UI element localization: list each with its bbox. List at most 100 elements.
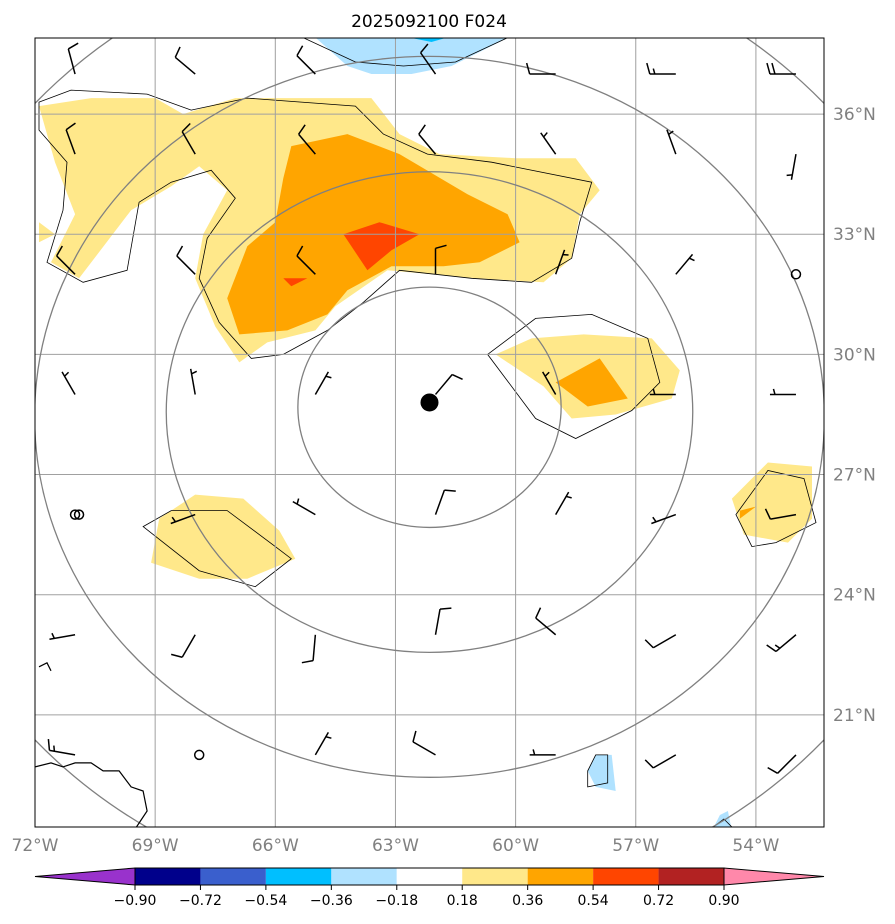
wind-barb — [644, 754, 677, 769]
wind-barb — [675, 253, 695, 275]
map-area — [35, 38, 824, 827]
barb-feather — [766, 644, 777, 653]
y-tick-label: 21°N — [833, 706, 876, 726]
barb-half-feather — [296, 498, 300, 505]
barb-half-feather — [544, 371, 550, 377]
barb-shaft — [314, 371, 330, 395]
wind-barb — [649, 388, 676, 396]
barb-half-feather — [652, 68, 656, 75]
barb-feather — [418, 124, 426, 135]
wind-barb — [554, 249, 569, 275]
wind-barb — [61, 371, 76, 395]
wind-barb — [174, 46, 196, 75]
contour-line — [38, 89, 593, 359]
barb-shaft — [298, 133, 316, 155]
wind-barb — [540, 132, 557, 155]
shaded-region — [411, 38, 446, 42]
barb-half-feather — [565, 495, 572, 499]
barb-shaft — [181, 634, 196, 658]
shaded-region — [151, 494, 296, 579]
wind-barb — [189, 368, 198, 395]
barb-shaft — [49, 749, 76, 756]
calm-circle — [790, 269, 802, 280]
barb-feather — [301, 659, 314, 664]
barb-half-feather — [652, 516, 657, 523]
shaded-region — [587, 754, 616, 791]
axes: 72°W 69°W 66°W 63°W 60°W 57°W 54°W 36°N 33°N 30°N… — [12, 105, 876, 856]
range-ring — [297, 286, 562, 529]
barb-feather — [525, 62, 531, 75]
shaded-region — [315, 38, 508, 74]
barb-feather — [56, 245, 63, 257]
x-tick-label: 69°W — [132, 836, 179, 856]
barb-half-feather — [652, 388, 656, 395]
barb-half-feather — [786, 174, 793, 177]
wind-barb — [170, 513, 196, 525]
calm-circle — [69, 509, 81, 520]
coastline — [38, 661, 52, 672]
wind-barb — [301, 634, 317, 664]
wind-barb — [767, 754, 797, 774]
barb-shaft — [419, 52, 437, 75]
barb-half-feather — [171, 516, 177, 523]
x-tick-label: 60°W — [492, 836, 539, 856]
barb-shaft — [56, 255, 76, 275]
barb-shaft — [312, 634, 317, 661]
wind-barb — [535, 607, 557, 636]
wind-barb — [644, 634, 677, 649]
barb-shaft — [555, 491, 570, 515]
colorbar-tick-label: 0.90 — [708, 893, 739, 909]
y-tick-label: 30°N — [833, 345, 876, 365]
wind-barb — [418, 124, 437, 155]
barb-shaft — [652, 754, 677, 769]
barb-shaft — [675, 253, 694, 275]
barb-feather — [644, 759, 654, 769]
barb-half-feather — [191, 370, 198, 375]
barb-half-feather — [688, 257, 695, 262]
wind-barb — [766, 634, 797, 653]
map-frame — [34, 37, 825, 828]
wind-barb — [525, 62, 556, 75]
barb-feather — [181, 123, 191, 133]
barb-shaft — [67, 48, 76, 75]
colorbar-segment — [200, 868, 266, 885]
barb-feather — [296, 245, 304, 257]
wind-barb — [434, 489, 456, 515]
barb-feather — [176, 245, 184, 257]
shaded-region — [739, 506, 756, 519]
colorbar-frame — [134, 867, 725, 886]
barb-feather — [435, 244, 447, 250]
barb-shaft — [790, 154, 797, 180]
y-tick-label: 33°N — [833, 225, 876, 245]
barb-feather — [170, 653, 183, 658]
wind-barb — [170, 634, 196, 658]
y-tick-label: 24°N — [833, 586, 876, 606]
barb-feather — [535, 607, 542, 619]
barb-feather — [439, 607, 452, 610]
barb-half-feather — [774, 644, 781, 649]
barb-half-feather — [325, 735, 332, 739]
wind-barb — [434, 607, 452, 635]
barb-half-feather — [543, 132, 548, 138]
colorbar-tick-label: −0.36 — [310, 893, 353, 909]
barb-half-feather — [772, 388, 776, 395]
barb-feather — [771, 62, 776, 75]
wind-barb — [651, 513, 677, 525]
wind-barb — [542, 371, 557, 395]
barb-half-feather — [64, 371, 70, 377]
colorbar-segment — [527, 868, 594, 885]
barb-feather — [47, 738, 51, 751]
barb-feather — [444, 489, 456, 492]
range-ring — [35, 55, 824, 778]
wind-barb — [419, 43, 437, 75]
calm-circle — [73, 509, 85, 520]
wind-barb — [764, 508, 797, 520]
colorbar-segment — [265, 868, 332, 885]
barb-half-feather — [532, 749, 536, 756]
shaded-region — [731, 462, 812, 543]
colorbar-tick-label: 0.18 — [447, 893, 478, 909]
wind-barb — [47, 738, 76, 756]
barb-feather — [764, 508, 772, 520]
barb-feather — [296, 45, 304, 57]
barb-half-feather — [53, 745, 56, 752]
